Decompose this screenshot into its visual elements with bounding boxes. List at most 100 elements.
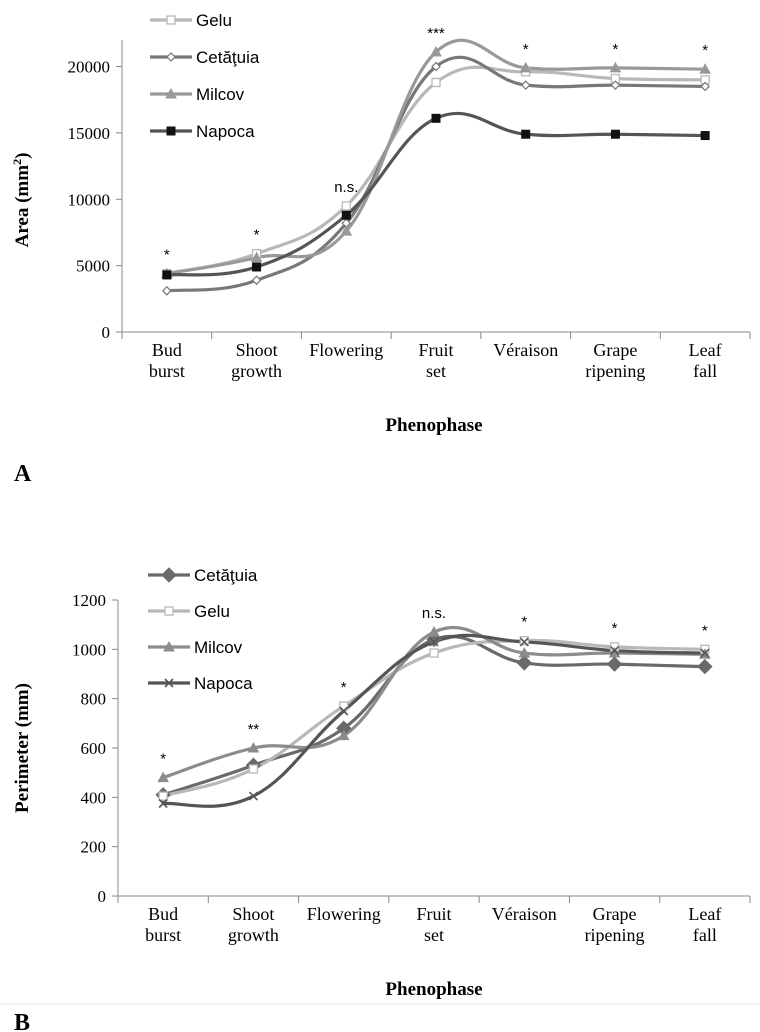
significance-label: * [521,614,527,631]
significance-label: n.s. [334,179,358,196]
chart-a-axes: 0 5000 10000 15000 20000 Bud burst Shoot growth F… [68,40,751,381]
y-tick-label: 0 [102,323,111,342]
data-point-cetăţuia [610,80,621,90]
x-tick-label: Flowering [309,340,383,360]
data-point-milcov [430,45,442,57]
legend-label: Cetăţuia [196,48,260,67]
chart-a-series [161,38,711,296]
data-point-milcov [428,626,440,637]
significance-label: n.s. [422,605,446,622]
data-point-gelu [248,764,259,774]
legend-marker [166,15,176,25]
data-point-napoca [700,648,710,658]
data-point-milcov [337,729,350,741]
legend-item-gelu: Gelu [148,602,230,621]
y-tick-label: 0 [98,887,107,906]
significance-label: * [612,620,618,637]
x-tick-label: Grape ripening [585,340,645,381]
legend-label: Milcov [194,638,243,657]
legend-item-milcov: Milcov [148,638,243,657]
chart-b-series [155,625,713,809]
significance-label: * [341,679,347,696]
legend-label: Cetăţuia [194,566,258,585]
data-point-cetăţuia [516,655,532,671]
significance-label: *** [427,25,445,42]
data-point-napoca [339,706,349,716]
data-point-napoca [519,637,529,647]
data-point-milcov [157,771,169,783]
legend-marker [166,126,176,136]
significance-label: * [702,42,708,59]
x-tick-label: Fruit set [416,904,451,945]
legend-item-cetăţuia: Cetăţuia [148,566,258,585]
chart-b-y-axis-title: Perimeter (mm) [12,683,33,813]
y-tick-label: 5000 [76,257,110,276]
data-point-cetăţuia [162,286,172,296]
legend-item-napoca: Napoca [148,674,253,693]
x-tick-label: Bud burst [149,340,185,381]
significance-label: * [164,247,170,264]
data-point-napoca [252,262,262,272]
legend-marker [164,606,174,616]
data-point-gelu [431,77,441,88]
x-tick-label: Véraison [492,904,557,924]
data-point-milcov [340,225,353,236]
legend-label: Milcov [196,85,245,104]
legend-label: Napoca [196,122,255,141]
data-point-napoca [521,129,531,139]
chart-b-perimeter: 0 200 400 600 800 1000 1200 Bud burst Shoot growth… [0,566,760,1032]
data-point-napoca [610,129,620,139]
legend-marker [163,640,175,652]
data-point-napoca [341,210,351,220]
y-tick-label: 800 [81,690,107,709]
y-tick-label: 20000 [68,58,111,77]
data-point-cetăţuia [520,80,531,90]
significance-label: * [523,41,529,58]
y-tick-label: 1000 [72,640,106,659]
series-line-gelu [166,65,706,276]
legend-item-napoca: Napoca [150,122,255,141]
chart-b-legend: Cetăţuia Gelu Milcov Napoca [148,566,258,693]
y-tick-label: 200 [81,838,107,857]
data-point-gelu [341,201,351,211]
legend-marker [161,567,177,583]
data-point-gelu [429,648,439,658]
chart-a-area: 0 5000 10000 15000 20000 Bud burst Shoot growth F… [10,11,751,487]
series-line-cetăţuia [162,634,705,797]
data-point-napoca [429,637,439,647]
data-point-napoca [610,646,620,656]
data-point-milcov [699,63,711,74]
x-tick-label: Shoot growth [231,340,282,381]
data-point-cetăţuia [431,61,441,72]
chart-b-x-axis-title: Phenophase [385,979,482,1000]
legend-marker [164,678,174,688]
data-point-gelu [519,636,529,646]
chart-b-axes: 0 200 400 600 800 1000 1200 Bud burst Shoot growth… [72,591,751,945]
y-tick-label: 15000 [68,124,111,143]
data-point-gelu [158,791,168,801]
chart-a-legend: Gelu Cetăţuia Milcov Napoca [150,11,260,141]
data-point-napoca [431,113,441,123]
significance-label: * [254,227,260,244]
data-point-milcov [247,741,260,753]
y-tick-label: 1200 [72,591,106,610]
x-tick-label: Leaf fall [689,340,722,381]
data-point-cetăţuia [700,81,710,92]
legend-item-milcov: Milcov [150,85,245,104]
data-point-cetăţuia [251,275,262,286]
significance-label: * [702,622,708,639]
data-point-milcov [519,61,532,73]
x-tick-label: Flowering [307,904,381,924]
data-point-milcov [609,61,622,73]
x-tick-label: Grape ripening [585,904,645,945]
panel-a-label: A [14,461,32,487]
x-tick-label: Véraison [493,340,558,360]
series-line-napoca [163,633,705,808]
legend-label: Gelu [194,602,230,621]
legend-item-gelu: Gelu [150,11,232,30]
legend-label: Napoca [194,674,253,693]
legend-label: Gelu [196,11,232,30]
significance-label: ** [248,721,260,738]
legend-marker [165,87,177,99]
y-tick-label: 10000 [68,190,111,209]
